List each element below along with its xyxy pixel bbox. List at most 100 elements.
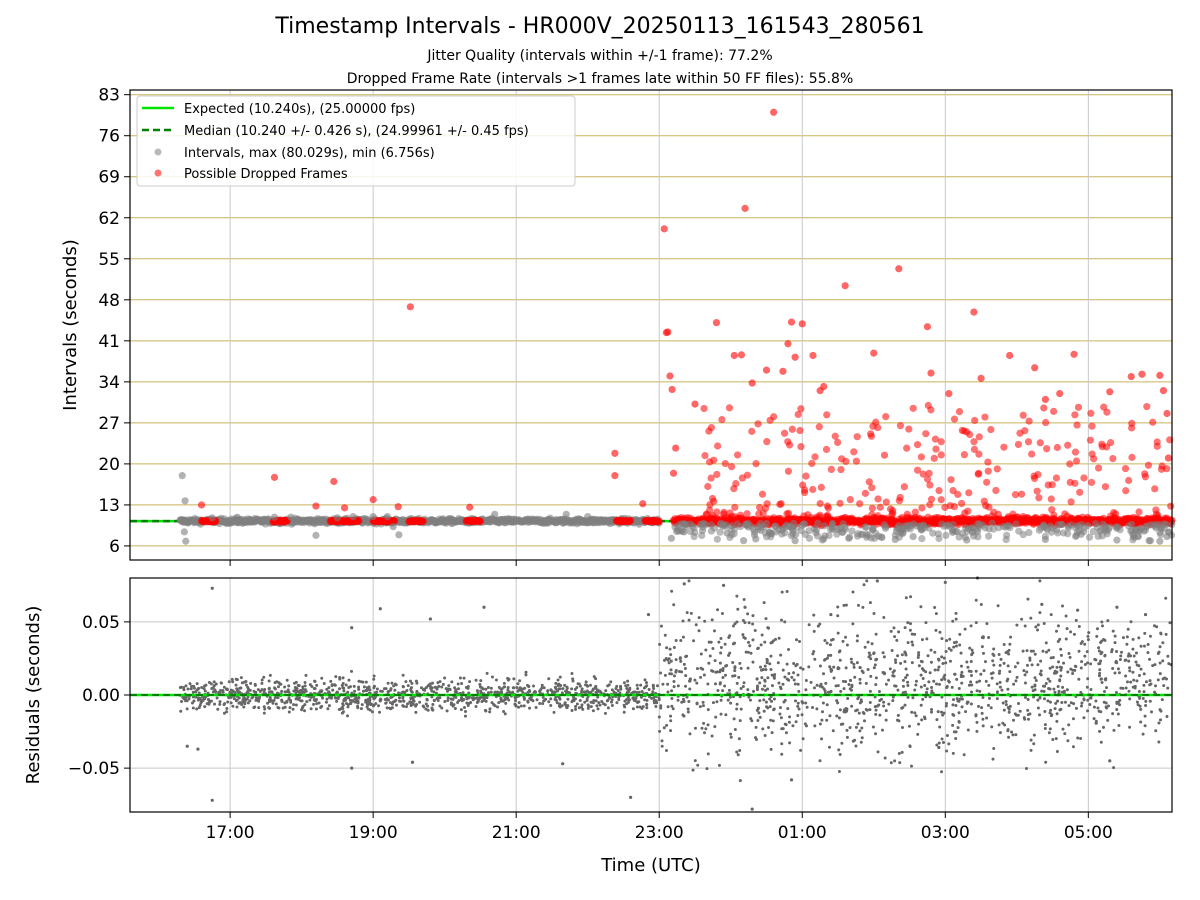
dropped-frame-point xyxy=(945,389,953,398)
band-point xyxy=(341,706,345,710)
band-point xyxy=(476,700,480,704)
band-point xyxy=(616,688,620,692)
band-point xyxy=(350,669,354,673)
band-point xyxy=(538,702,542,706)
band-point xyxy=(743,471,752,479)
band-point xyxy=(686,707,690,711)
band-point xyxy=(291,707,295,711)
band-point xyxy=(763,664,767,668)
band-point xyxy=(749,651,753,655)
band-point xyxy=(985,622,989,626)
band-point xyxy=(419,686,423,690)
band-point xyxy=(710,497,718,505)
band-point xyxy=(1094,721,1098,725)
band-point xyxy=(778,706,782,710)
dropped-frame-point xyxy=(340,504,349,512)
band-point xyxy=(836,614,840,618)
band-point xyxy=(308,683,312,687)
band-point xyxy=(707,661,711,665)
band-point xyxy=(566,704,570,708)
band-point xyxy=(890,648,894,652)
band-point xyxy=(862,719,866,723)
band-point xyxy=(835,714,839,718)
interval-point xyxy=(1156,537,1164,545)
band-point xyxy=(760,633,764,637)
band-point xyxy=(1059,647,1063,651)
dropped-frame-point xyxy=(737,351,746,359)
band-point xyxy=(1100,620,1104,624)
band-point xyxy=(737,737,741,741)
band-point xyxy=(914,714,918,718)
band-point xyxy=(1059,668,1063,672)
band-point xyxy=(359,707,363,711)
band-point xyxy=(908,628,912,632)
band-point xyxy=(1061,685,1065,689)
band-point xyxy=(645,702,649,706)
band-point xyxy=(393,699,397,703)
band-point xyxy=(210,686,214,690)
band-point xyxy=(781,682,785,686)
band-point xyxy=(681,635,685,639)
band-point xyxy=(226,700,230,704)
band-point xyxy=(822,512,830,521)
band-point xyxy=(725,404,734,412)
band-point xyxy=(993,465,1001,473)
band-point xyxy=(281,706,285,710)
band-point xyxy=(823,411,831,419)
band-point xyxy=(703,731,707,735)
band-point xyxy=(771,522,780,531)
band-point xyxy=(876,750,880,754)
band-point xyxy=(1038,713,1042,717)
band-point xyxy=(755,503,764,512)
band-point xyxy=(981,724,985,728)
band-point xyxy=(1164,677,1168,681)
band-point xyxy=(747,522,755,530)
band-point xyxy=(1064,441,1072,449)
band-point xyxy=(853,433,861,441)
band-point xyxy=(254,698,258,702)
band-point xyxy=(1128,669,1132,673)
band-point xyxy=(1044,481,1052,489)
band-point xyxy=(777,500,785,508)
band-point xyxy=(390,706,394,710)
band-point xyxy=(615,684,619,688)
band-point xyxy=(260,678,264,682)
band-point xyxy=(764,700,768,704)
band-point xyxy=(707,521,715,529)
band-point xyxy=(756,718,760,722)
band-point xyxy=(325,697,329,701)
dropped-frame-point xyxy=(1106,388,1114,396)
band-point xyxy=(448,688,452,692)
band-point xyxy=(871,725,875,729)
band-point xyxy=(766,676,770,680)
band-point xyxy=(426,704,430,708)
band-point xyxy=(584,683,588,687)
band-point xyxy=(975,729,979,733)
band-point xyxy=(737,675,741,679)
band-point xyxy=(669,729,673,733)
band-point xyxy=(741,633,745,637)
band-point xyxy=(721,666,725,670)
band-point xyxy=(841,639,845,643)
band-point xyxy=(610,698,614,702)
band-point xyxy=(1054,520,1063,529)
band-point xyxy=(940,770,944,774)
dropped-frame-point xyxy=(787,318,796,326)
band-point xyxy=(817,483,825,491)
band-point xyxy=(565,685,569,689)
band-point xyxy=(746,688,750,692)
interval-point xyxy=(791,537,799,545)
interval-point xyxy=(963,536,971,544)
band-point xyxy=(1030,474,1039,483)
band-point xyxy=(372,697,376,701)
band-point xyxy=(1110,648,1114,652)
band-point xyxy=(739,666,743,670)
band-point xyxy=(816,511,824,519)
band-point xyxy=(754,420,762,428)
band-point xyxy=(635,705,639,709)
band-point xyxy=(253,682,257,686)
band-point xyxy=(910,640,914,644)
band-point xyxy=(430,681,434,685)
band-point xyxy=(975,680,979,684)
band-point xyxy=(1164,596,1168,600)
